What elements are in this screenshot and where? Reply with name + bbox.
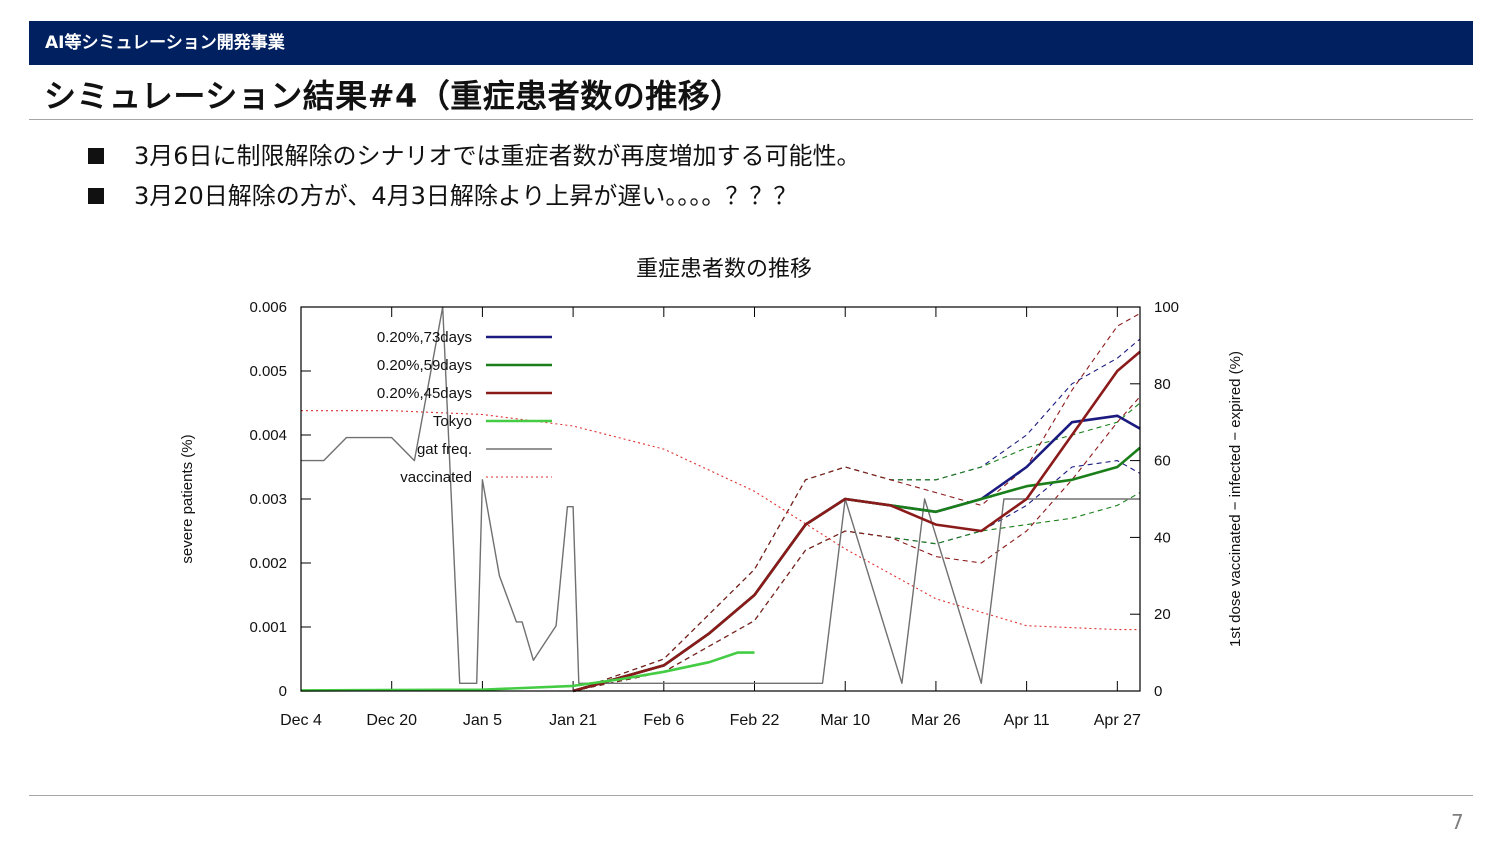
header-banner: AI等シミュレーション開発事業 bbox=[29, 21, 1473, 65]
y-tick-label: 0 bbox=[279, 683, 287, 700]
x-tick-label: Jan 21 bbox=[549, 712, 597, 729]
series-line-vaccinated bbox=[301, 410, 1140, 631]
chart-axes: 0 0.001 0.002 0.003 0.004 0.005 0.006 0 20 40 60 80… bbox=[249, 299, 1179, 729]
title-divider bbox=[29, 119, 1473, 120]
severe-patients-chart: 重症患者数の推移 0 0.001 0.002 0.003 0.004 0.005 0.006… bbox=[179, 256, 1244, 729]
y2-tick-label: 40 bbox=[1154, 529, 1171, 546]
y-tick-label: 0.002 bbox=[249, 555, 287, 572]
chart-legend: 0.20%,73days 0.20%,59days 0.20%,45days Toky… bbox=[377, 329, 552, 486]
bullet-text: 3月20日解除の方が、4月3日解除より上昇が遅い。。。。？？？ bbox=[134, 182, 798, 210]
y-tick-label: 0.001 bbox=[249, 619, 287, 636]
series-line-0-20-45days bbox=[572, 350, 1141, 693]
x-tick-label: Feb 6 bbox=[643, 712, 684, 729]
plot-frame bbox=[300, 306, 1141, 692]
series-line-gat-freq- bbox=[301, 306, 1140, 684]
banner-text: AI等シミュレーション開発事業 bbox=[45, 33, 285, 53]
series-line-0-20-59days bbox=[572, 446, 1141, 693]
bullet-item: 3月20日解除の方が、4月3日解除より上昇が遅い。。。。？？？ bbox=[88, 176, 861, 216]
y-axis-label: severe patients (%) bbox=[179, 434, 196, 563]
legend-label: 0.20%,45days bbox=[377, 385, 472, 402]
y2-tick-label: 60 bbox=[1154, 453, 1171, 470]
slide-title: シミュレーション結果#4（重症患者数の推移） bbox=[44, 77, 743, 115]
y2-tick-label: 100 bbox=[1154, 299, 1179, 316]
y-tick-label: 0.006 bbox=[249, 299, 287, 316]
x-tick-label: Apr 27 bbox=[1094, 712, 1141, 729]
y-tick-label: 0.004 bbox=[249, 427, 287, 444]
y2-axis-label: 1st dose vaccinated − infected − expired… bbox=[1227, 351, 1244, 647]
x-tick-label: Dec 20 bbox=[366, 712, 417, 729]
y2-tick-label: 80 bbox=[1154, 376, 1171, 393]
square-bullet-icon bbox=[88, 148, 104, 164]
confidence-band-line bbox=[572, 312, 1141, 692]
legend-label: 0.20%,73days bbox=[377, 329, 472, 346]
series-line-tokyo bbox=[300, 651, 755, 692]
footer-divider bbox=[29, 795, 1473, 796]
bullet-list: 3月6日に制限解除のシナリオでは重症者数が再度増加する可能性。 3月20日解除の… bbox=[88, 136, 861, 216]
square-bullet-icon bbox=[88, 188, 104, 204]
chart-series bbox=[300, 306, 1141, 693]
x-tick-label: Dec 4 bbox=[280, 712, 322, 729]
confidence-band-line bbox=[572, 402, 1141, 692]
bullet-text: 3月6日に制限解除のシナリオでは重症者数が再度増加する可能性。 bbox=[134, 142, 861, 170]
confidence-band-line bbox=[572, 396, 1141, 692]
chart-title: 重症患者数の推移 bbox=[636, 256, 812, 281]
y2-tick-label: 20 bbox=[1154, 606, 1171, 623]
y2-tick-label: 0 bbox=[1154, 683, 1162, 700]
x-tick-label: Mar 10 bbox=[820, 712, 870, 729]
confidence-band-line bbox=[572, 338, 1141, 692]
y-tick-label: 0.005 bbox=[249, 363, 287, 380]
legend-label: gat freq. bbox=[417, 441, 472, 458]
y-tick-label: 0.003 bbox=[249, 491, 287, 508]
x-tick-label: Jan 5 bbox=[463, 712, 502, 729]
legend-label: 0.20%,59days bbox=[377, 357, 472, 374]
legend-label: Tokyo bbox=[433, 413, 472, 430]
page-number: 7 bbox=[1451, 810, 1464, 834]
x-tick-label: Mar 26 bbox=[911, 712, 961, 729]
x-tick-label: Apr 11 bbox=[1004, 712, 1050, 729]
x-tick-label: Feb 22 bbox=[730, 712, 780, 729]
bullet-item: 3月6日に制限解除のシナリオでは重症者数が再度増加する可能性。 bbox=[88, 136, 861, 176]
legend-label: vaccinated bbox=[400, 469, 472, 486]
confidence-band-line bbox=[572, 460, 1141, 692]
